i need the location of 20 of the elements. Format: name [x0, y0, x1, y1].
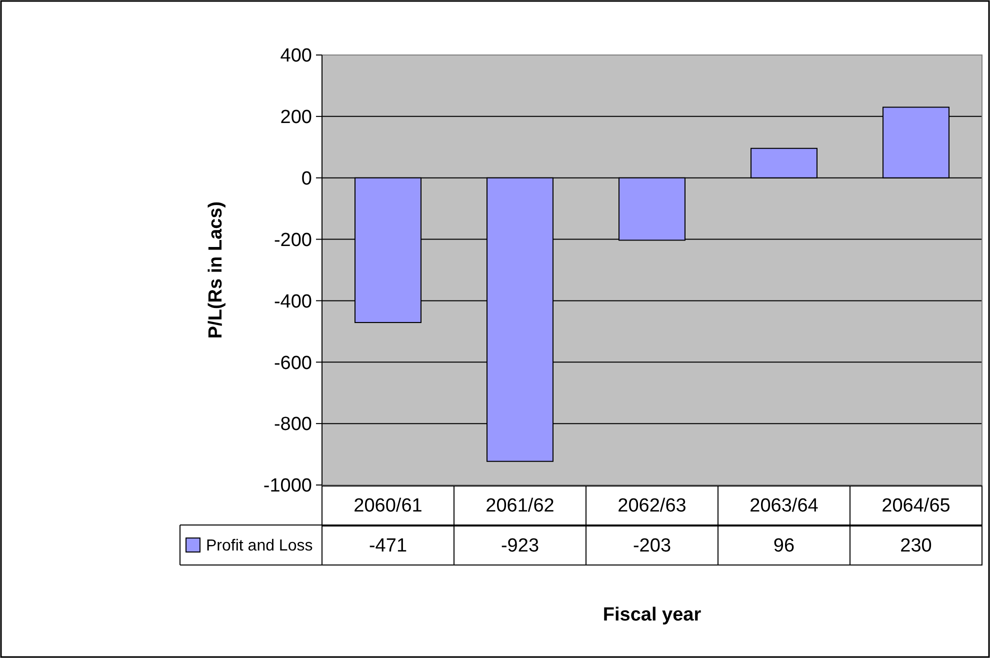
- y-tick-label: -600: [274, 352, 312, 374]
- y-tick-label: -200: [274, 230, 312, 251]
- data-label: -471: [368, 536, 408, 557]
- y-axis-title: P/L(Rs in Lacs): [206, 201, 227, 339]
- x-tick-label: 2063/64: [750, 496, 819, 517]
- data-label: -923: [500, 536, 540, 557]
- legend-label: Profit and Loss: [206, 538, 313, 555]
- data-label: 96: [773, 536, 795, 557]
- x-tick-label: 2061/62: [486, 496, 554, 517]
- y-tick-label: -400: [274, 291, 312, 312]
- x-tick-label: 2060/61: [354, 496, 422, 517]
- data-label: -203: [632, 536, 672, 557]
- data-label: 230: [900, 536, 932, 557]
- x-axis-title: Fiscal year: [602, 604, 702, 626]
- y-tick-label: 400: [280, 46, 312, 67]
- x-tick-label: 2062/63: [618, 496, 686, 517]
- y-tick-label: -800: [274, 414, 312, 436]
- y-tick-label: 0: [301, 168, 312, 190]
- x-tick-label: 2064/65: [882, 496, 950, 517]
- y-tick-label: 200: [280, 107, 312, 128]
